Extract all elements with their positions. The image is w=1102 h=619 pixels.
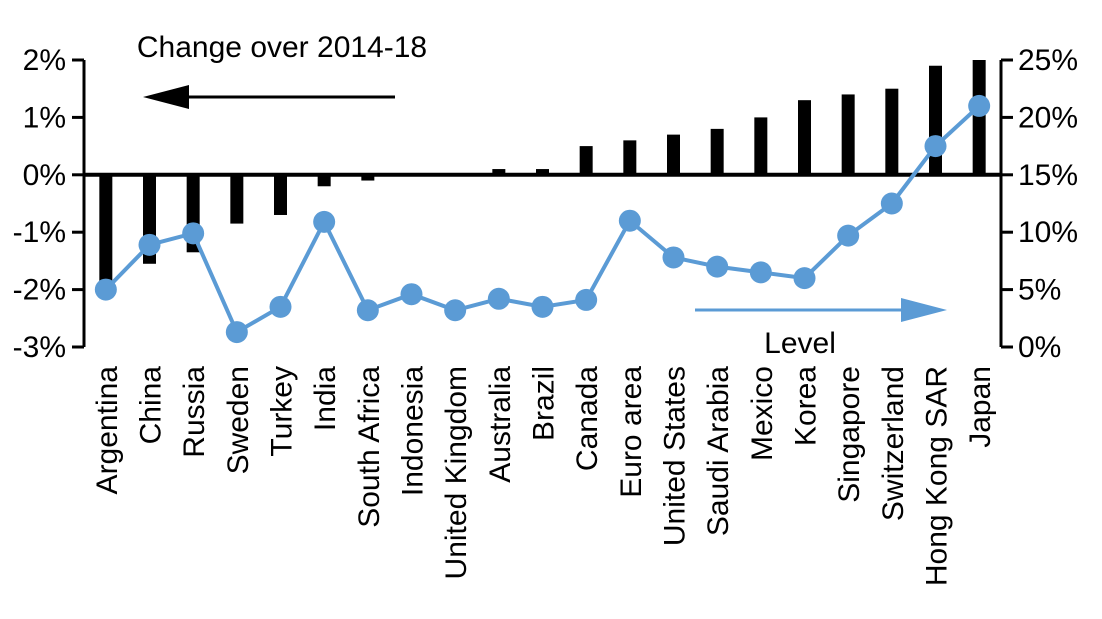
right-axis-tick-label: 0% xyxy=(1018,331,1061,364)
bar-united-states xyxy=(667,134,680,175)
category-label-south-africa: South Africa xyxy=(353,366,386,528)
category-label-united-kingdom: United Kingdom xyxy=(440,366,473,579)
bar-turkey xyxy=(274,174,287,215)
left-axis-tick-label: 1% xyxy=(23,101,66,134)
marker-australia xyxy=(487,287,510,310)
category-label-united-states: United States xyxy=(659,366,692,546)
category-label-hong-kong-sar: Hong Kong SAR xyxy=(921,366,954,586)
bar-saudi-arabia xyxy=(710,128,724,175)
right-axis-tick-label: 25% xyxy=(1018,44,1078,77)
marker-hong-kong-sar xyxy=(924,135,947,158)
marker-korea xyxy=(793,267,816,290)
change-arrow-icon xyxy=(143,85,395,109)
marker-south-africa xyxy=(356,299,379,322)
plot-area: 2% 1% 0% -1% -2% -3% 25% 20% 15% 10% 5% 0% Argentina… xyxy=(13,44,1078,586)
marker-japan xyxy=(968,94,991,117)
line-series-label: Level xyxy=(764,327,836,360)
marker-united-kingdom xyxy=(444,299,467,322)
category-label-singapore: Singapore xyxy=(833,366,866,503)
bar-switzerland xyxy=(885,88,899,175)
level-arrow-icon xyxy=(695,298,947,322)
category-label-argentina: Argentina xyxy=(91,366,124,495)
bar-korea xyxy=(798,100,811,175)
category-label-switzerland: Switzerland xyxy=(877,366,910,521)
category-label-turkey: Turkey xyxy=(266,366,299,457)
bar-euro-area xyxy=(623,140,637,175)
bar-south-africa xyxy=(361,174,375,181)
left-axis-tick-label: 0% xyxy=(23,159,66,192)
category-label-india: India xyxy=(309,366,342,431)
left-axis-tick-label: -3% xyxy=(13,331,66,364)
category-label-brazil: Brazil xyxy=(528,366,561,441)
marker-united-states xyxy=(662,246,685,269)
category-label-china: China xyxy=(135,366,168,445)
chart-title: Change over 2014-18 xyxy=(137,31,427,64)
bar-sweden xyxy=(230,174,244,224)
category-label-mexico: Mexico xyxy=(746,366,779,461)
marker-singapore xyxy=(837,224,860,247)
marker-euro-area xyxy=(618,209,641,232)
category-label-australia: Australia xyxy=(484,366,517,483)
left-axis-tick-label: 2% xyxy=(23,44,66,77)
bar-argentina xyxy=(99,174,113,281)
bar-india xyxy=(317,174,331,187)
right-axis-tick-label: 20% xyxy=(1018,101,1078,134)
bar-hong-kong-sar xyxy=(929,65,942,175)
bar-singapore xyxy=(841,94,855,175)
marker-argentina xyxy=(94,278,117,301)
category-label-sweden: Sweden xyxy=(222,366,255,474)
marker-turkey xyxy=(269,295,292,318)
marker-brazil xyxy=(531,295,554,318)
marker-mexico xyxy=(749,261,772,284)
right-axis-tick-label: 15% xyxy=(1018,159,1078,192)
marker-saudi-arabia xyxy=(706,255,729,278)
marker-china xyxy=(138,233,161,256)
marker-india xyxy=(313,210,336,233)
bar-mexico xyxy=(754,117,768,175)
bar-japan xyxy=(972,60,986,175)
marker-russia xyxy=(182,222,205,245)
left-axis-tick-label: -1% xyxy=(13,216,66,249)
category-label-japan: Japan xyxy=(964,366,997,448)
bar-australia xyxy=(492,169,506,175)
category-label-korea: Korea xyxy=(790,366,823,446)
category-label-euro-area: Euro area xyxy=(615,366,648,498)
marker-indonesia xyxy=(400,283,423,306)
right-axis-tick-label: 5% xyxy=(1018,274,1061,307)
category-label-saudi-arabia: Saudi Arabia xyxy=(702,366,735,536)
category-label-canada: Canada xyxy=(571,366,604,471)
category-label-indonesia: Indonesia xyxy=(397,366,430,496)
marker-sweden xyxy=(225,321,248,344)
marker-switzerland xyxy=(880,192,903,215)
marker-canada xyxy=(575,288,598,311)
bar-brazil xyxy=(536,169,549,175)
right-axis-tick-label: 10% xyxy=(1018,216,1078,249)
bar-canada xyxy=(579,146,593,175)
category-label-russia: Russia xyxy=(178,366,211,458)
left-axis-tick-label: -2% xyxy=(13,274,66,307)
